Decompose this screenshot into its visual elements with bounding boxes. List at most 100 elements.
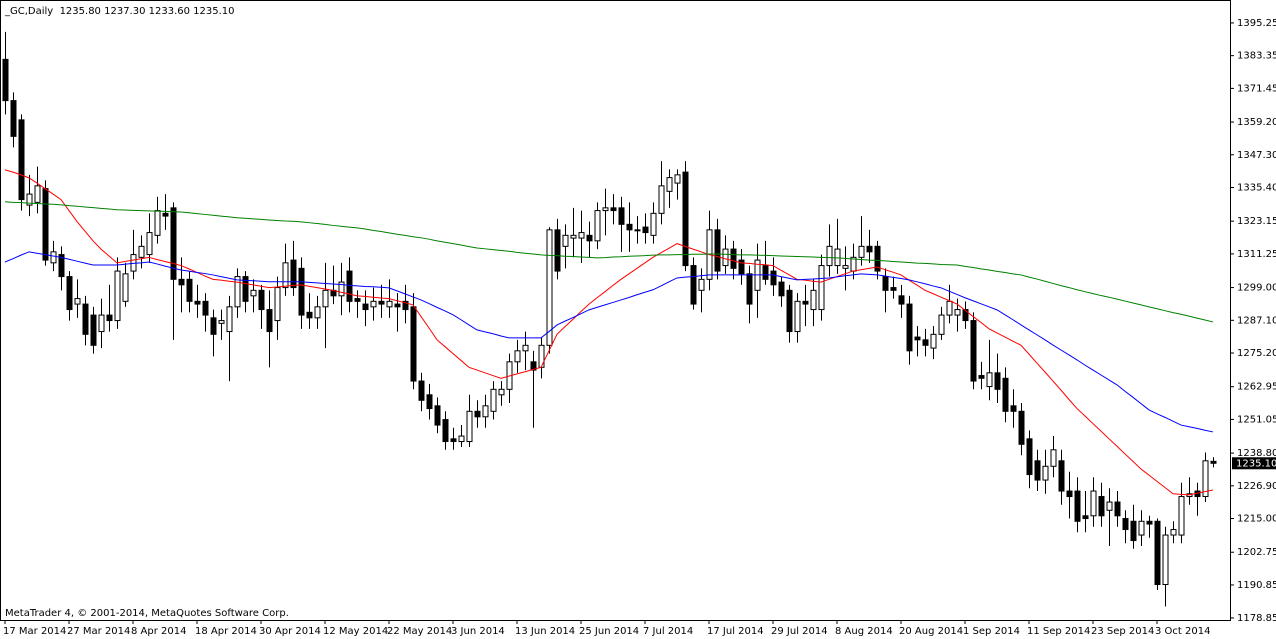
x-tick-label: 17 Mar 2014 [3,626,66,637]
candle-body [250,289,257,297]
candle-body [314,306,321,319]
candle-body [570,234,577,239]
candle-body [1058,460,1065,492]
y-tick-label: 1287.10 [1237,315,1276,326]
candle-body [418,380,425,401]
y-tick-label: 1311.25 [1237,249,1276,260]
candle-body [74,298,81,305]
candle-body [546,229,553,346]
candle-body [866,245,873,253]
candle-body [322,289,329,308]
candle-body [1162,534,1169,586]
candle-body [466,410,473,443]
x-tick-label: 23 Sep 2014 [1091,626,1154,637]
x-tick-label: 8 Apr 2014 [131,626,186,637]
y-tick-label: 1299.00 [1237,283,1276,294]
candle-body [458,435,465,443]
candle-body [1138,520,1145,536]
candle-body [50,251,57,264]
candle-body [210,317,217,335]
candle-body [810,289,817,311]
candle-body [298,267,305,316]
candle-body [146,232,153,256]
candle-body [1202,460,1209,498]
ma-line [4,169,1214,496]
candle-body [1066,490,1073,498]
candle-body [690,265,697,305]
y-tick-label: 1251.05 [1237,414,1276,425]
candle-body [994,372,1001,390]
candle-body [1210,460,1217,464]
y-tick-label: 1347.30 [1237,150,1276,161]
candle-body [234,276,241,308]
y-tick-label: 1190.85 [1237,580,1276,591]
candle-body [602,207,609,212]
y-tick-label: 1371.45 [1237,83,1276,94]
candle-body [1082,515,1089,520]
candle-body [1026,438,1033,476]
candle-body [834,248,841,267]
candle-body [394,303,401,308]
candle-body [1130,520,1137,542]
candle-body [842,265,849,269]
candle-body [730,248,737,269]
candle-body [1154,520,1161,586]
x-tick-label: 3 Jun 2014 [451,626,505,637]
candle-body [1018,410,1025,445]
candle-body [762,265,769,280]
candle-body [482,405,489,418]
candle-body [914,336,921,341]
candle-body [906,303,913,352]
candle-body [618,207,625,225]
candle-body [594,210,601,242]
ma-line [4,201,1214,323]
candle-body [26,193,33,206]
candle-body [58,254,65,278]
candle-body [634,229,641,232]
candle-body [746,273,753,305]
candle-body [578,232,585,239]
candle-body [450,438,457,443]
candle-body [498,388,505,396]
candle-body [426,394,433,410]
candle-body [666,177,673,192]
candle-body [1074,490,1081,522]
candle-body [978,375,985,379]
candle-body [938,314,945,335]
candle-body [338,281,345,297]
candle-body [674,174,681,184]
candle-body [898,295,905,305]
candle-body [122,273,129,302]
candle-body [10,100,17,137]
candle-body [362,303,369,311]
candle-body [42,188,49,261]
candle-body [986,372,993,388]
candle-body [242,276,249,302]
copyright: MetaTrader 4, © 2001-2014, MetaQuotes So… [5,608,289,619]
candle-body [18,119,25,201]
candle-body [282,262,289,289]
candle-body [274,287,281,322]
candle-body [98,314,105,333]
candle-body [34,185,41,203]
candle-body [1106,501,1113,511]
candle-body [882,276,889,291]
candle-body [1170,529,1177,536]
candle-body [474,410,481,418]
x-tick-label: 3 Oct 2014 [1155,626,1210,637]
x-tick-label: 30 Apr 2014 [259,626,321,637]
ma-line [4,251,1214,433]
candle-body [794,300,801,333]
candle-body [786,289,793,333]
candle-body [962,309,969,322]
candle-body [266,309,273,333]
candle-body [954,309,961,316]
candle-body [1098,496,1105,517]
candle-body [154,210,161,236]
candle-body [738,259,745,275]
x-tick-label: 12 May 2014 [323,626,388,637]
candle-body [826,245,833,267]
